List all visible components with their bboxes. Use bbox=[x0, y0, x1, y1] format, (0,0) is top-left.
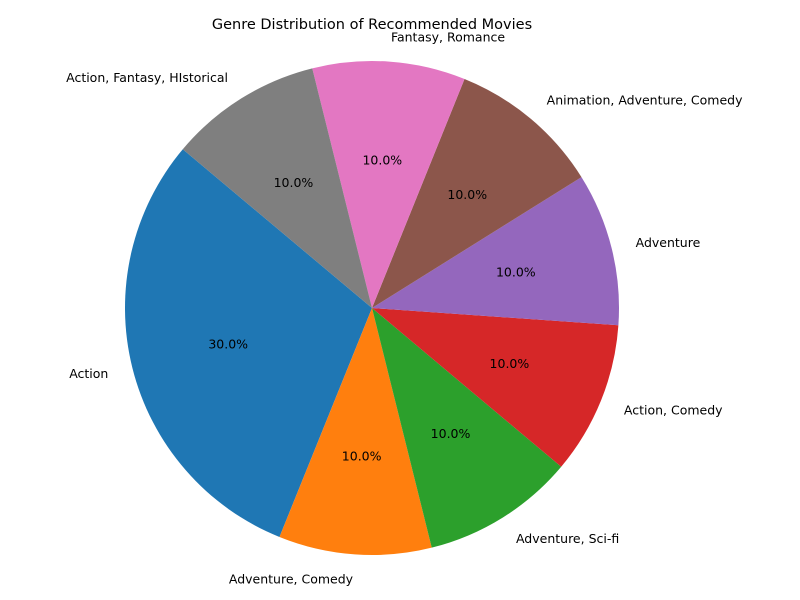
percent-label: 10.0% bbox=[362, 153, 402, 168]
pie-slice-action-fantasy-historical bbox=[182, 68, 372, 309]
percent-label: 10.0% bbox=[431, 426, 471, 441]
category-label: Action bbox=[69, 366, 108, 381]
pie-slice-adventure bbox=[372, 177, 619, 326]
category-label: Adventure bbox=[636, 235, 701, 250]
percent-label: 10.0% bbox=[490, 356, 530, 371]
percent-labels: 30.0% 10.0% 10.0% 10.0% 10.0% 10.0% 10.0% 10.0% bbox=[208, 153, 535, 464]
category-label: Animation, Adventure, Comedy bbox=[547, 92, 743, 107]
category-label: Fantasy, Romance bbox=[391, 29, 505, 44]
percent-label: 30.0% bbox=[208, 336, 248, 351]
category-label: Action, Fantasy, HIstorical bbox=[66, 70, 228, 85]
pie-slice-fantasy-romance bbox=[312, 61, 465, 308]
percent-label: 10.0% bbox=[274, 175, 314, 190]
pie-slice-adventure-comedy bbox=[279, 308, 432, 555]
category-label: Adventure, Comedy bbox=[229, 572, 354, 587]
pie-slice-animation-adventure-comedy bbox=[372, 78, 582, 308]
percent-label: 10.0% bbox=[447, 187, 487, 202]
pie-slice-action-comedy bbox=[372, 308, 619, 467]
category-labels: Action Adventure, Comedy Adventure, Sci-fi… bbox=[66, 29, 743, 586]
pie-slice-action bbox=[125, 149, 372, 538]
percent-label: 10.0% bbox=[496, 265, 536, 280]
category-label: Action, Comedy bbox=[624, 402, 723, 417]
chart-title: Genre Distribution of Recommended Movies bbox=[212, 17, 532, 33]
percent-label: 10.0% bbox=[342, 448, 382, 463]
pie-slices bbox=[125, 61, 619, 555]
pie-slice-adventure-sci-fi bbox=[372, 308, 562, 548]
category-label: Adventure, Sci-fi bbox=[516, 531, 619, 546]
